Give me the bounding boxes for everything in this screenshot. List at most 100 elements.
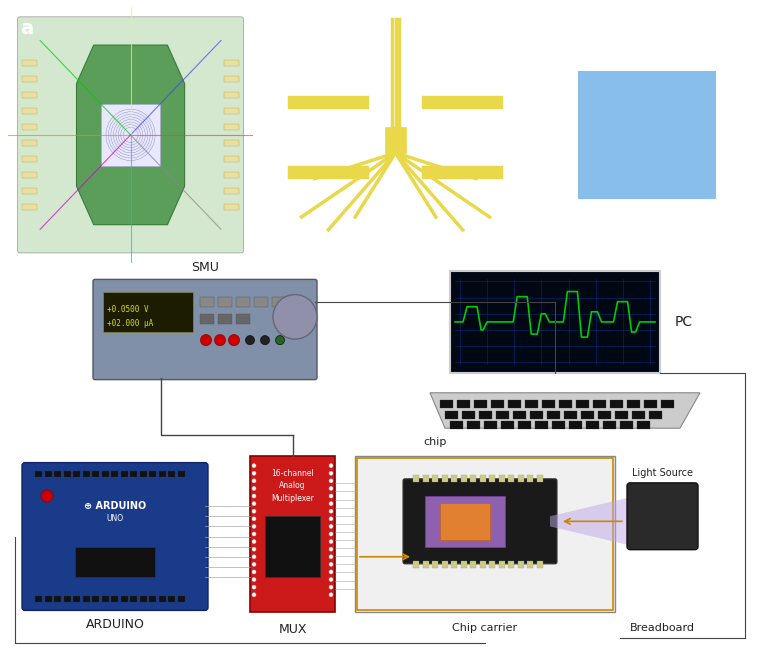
Text: c: c <box>548 20 561 38</box>
Bar <box>518 421 531 429</box>
Bar <box>101 104 160 166</box>
Circle shape <box>252 494 256 498</box>
Bar <box>101 470 108 477</box>
Bar <box>168 596 175 602</box>
Bar <box>75 547 155 577</box>
Bar <box>218 314 232 324</box>
Bar <box>385 127 406 153</box>
Bar <box>518 475 524 482</box>
Circle shape <box>329 494 333 498</box>
Bar <box>265 517 320 577</box>
Bar <box>272 297 286 307</box>
Polygon shape <box>430 393 700 428</box>
Bar <box>432 561 438 568</box>
Polygon shape <box>77 45 184 225</box>
FancyBboxPatch shape <box>22 463 208 611</box>
Bar <box>288 97 369 109</box>
Bar <box>413 561 419 568</box>
Bar <box>440 400 453 408</box>
Bar <box>569 421 582 429</box>
Circle shape <box>329 517 333 521</box>
Bar <box>542 400 555 408</box>
Text: +0.0500 V: +0.0500 V <box>107 305 149 315</box>
Bar <box>45 470 51 477</box>
Bar <box>22 108 37 114</box>
Bar <box>73 596 80 602</box>
Bar <box>422 475 429 482</box>
Bar <box>425 496 505 547</box>
Text: PC: PC <box>675 315 694 329</box>
Bar <box>537 561 542 568</box>
FancyBboxPatch shape <box>403 479 557 564</box>
Bar <box>627 400 640 408</box>
Text: a: a <box>20 20 33 38</box>
Circle shape <box>252 547 256 551</box>
Bar <box>491 400 504 408</box>
Text: MUX: MUX <box>278 622 306 636</box>
Bar <box>535 421 548 429</box>
Bar <box>479 475 485 482</box>
Bar <box>508 400 521 408</box>
Bar <box>432 475 438 482</box>
Bar <box>22 188 37 194</box>
Bar <box>158 470 165 477</box>
Bar <box>518 561 524 568</box>
Bar <box>22 156 37 162</box>
Bar <box>54 470 61 477</box>
Bar <box>357 457 613 611</box>
Bar <box>355 455 615 613</box>
Circle shape <box>252 585 256 589</box>
Bar <box>158 596 165 602</box>
Bar <box>224 156 239 162</box>
Bar <box>498 475 505 482</box>
Bar <box>92 596 99 602</box>
Circle shape <box>329 585 333 589</box>
Bar <box>168 470 175 477</box>
Bar <box>467 421 480 429</box>
Text: +02.000 μA: +02.000 μA <box>107 319 154 328</box>
Bar <box>149 596 156 602</box>
Circle shape <box>252 486 256 490</box>
Bar <box>581 411 594 419</box>
Bar <box>250 455 335 613</box>
Bar <box>200 297 214 307</box>
Bar <box>489 475 495 482</box>
Bar <box>462 411 475 419</box>
Text: 16-channel
Analog
Multiplexer: 16-channel Analog Multiplexer <box>271 469 314 503</box>
Circle shape <box>329 593 333 597</box>
Circle shape <box>329 501 333 505</box>
Circle shape <box>329 479 333 483</box>
Bar <box>422 166 503 178</box>
Text: 200 μm: 200 μm <box>424 245 462 255</box>
FancyBboxPatch shape <box>93 280 317 380</box>
Bar <box>508 475 514 482</box>
Bar <box>508 561 514 568</box>
Circle shape <box>260 336 270 345</box>
Bar <box>224 188 239 194</box>
Circle shape <box>246 336 254 345</box>
Text: Chip carrier: Chip carrier <box>452 622 518 632</box>
Text: ⊕ ARDUINO: ⊕ ARDUINO <box>84 501 146 511</box>
Bar <box>440 503 490 540</box>
Bar <box>525 400 538 408</box>
Bar <box>620 421 633 429</box>
Bar <box>637 421 650 429</box>
Bar <box>496 411 509 419</box>
Bar <box>22 124 37 130</box>
Circle shape <box>252 517 256 521</box>
Circle shape <box>252 593 256 597</box>
Bar <box>479 411 492 419</box>
Bar <box>224 60 239 66</box>
Bar <box>451 475 457 482</box>
Bar <box>111 470 118 477</box>
Bar <box>422 97 503 109</box>
Circle shape <box>329 524 333 528</box>
Circle shape <box>329 471 333 475</box>
Text: SMU: SMU <box>191 261 219 274</box>
Circle shape <box>329 563 333 567</box>
Bar <box>445 411 458 419</box>
Bar <box>513 411 526 419</box>
Circle shape <box>329 509 333 513</box>
Bar <box>130 596 137 602</box>
Circle shape <box>329 555 333 559</box>
